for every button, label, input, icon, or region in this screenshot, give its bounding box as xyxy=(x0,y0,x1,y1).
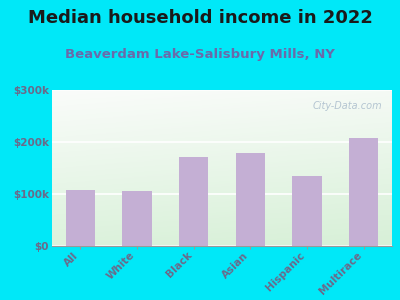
Text: Beaverdam Lake-Salisbury Mills, NY: Beaverdam Lake-Salisbury Mills, NY xyxy=(65,48,335,61)
Bar xyxy=(349,138,378,246)
Bar xyxy=(236,153,265,246)
Bar xyxy=(292,176,322,246)
Bar xyxy=(179,157,208,246)
Text: Median household income in 2022: Median household income in 2022 xyxy=(28,9,372,27)
Text: City-Data.com: City-Data.com xyxy=(312,101,382,111)
Bar xyxy=(122,191,152,246)
Bar xyxy=(66,190,95,246)
